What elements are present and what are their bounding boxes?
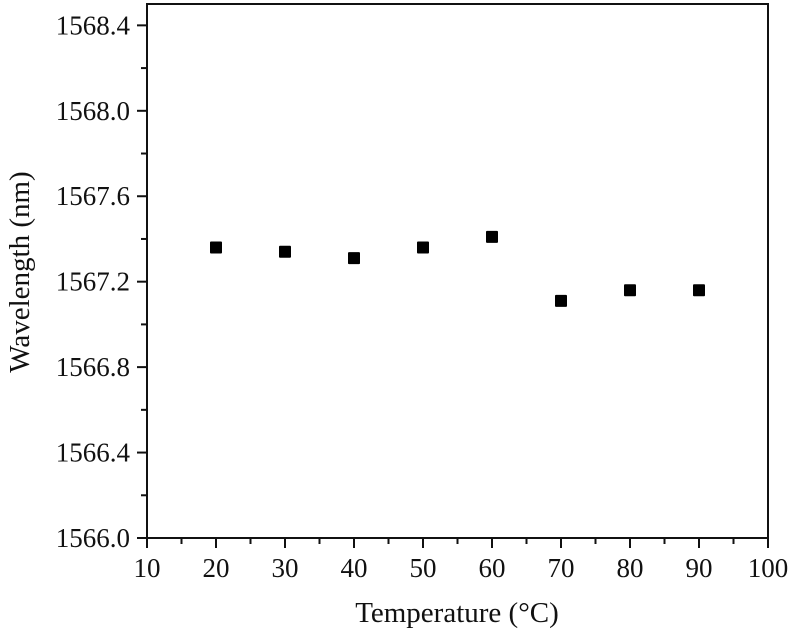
x-tick-label: 80 bbox=[617, 553, 644, 583]
plot-frame bbox=[146, 3, 769, 539]
data-point-square bbox=[624, 284, 636, 297]
x-tick-label: 70 bbox=[548, 553, 575, 583]
x-tick-label: 30 bbox=[272, 553, 299, 583]
x-axis-ticks: 10 20 30 40 50 60 70 80 90 100 bbox=[134, 538, 789, 583]
data-point-square bbox=[279, 245, 291, 258]
y-tick-label: 1566.0 bbox=[56, 523, 130, 553]
x-tick-label: 10 bbox=[134, 553, 161, 583]
x-tick-label: 100 bbox=[748, 553, 789, 583]
data-points bbox=[210, 230, 705, 307]
data-point-square bbox=[417, 241, 429, 254]
y-tick-label: 1567.2 bbox=[56, 267, 130, 297]
data-point-square bbox=[693, 284, 705, 297]
data-point-square bbox=[486, 230, 498, 243]
y-tick-label: 1567.6 bbox=[56, 181, 130, 211]
data-point-square bbox=[348, 252, 360, 265]
plot-border bbox=[146, 3, 769, 539]
data-point-square bbox=[555, 294, 567, 307]
y-tick-label: 1568.0 bbox=[56, 96, 130, 126]
y-tick-label: 1566.4 bbox=[56, 438, 131, 468]
y-axis-ticks: 1566.0 1566.4 1566.8 1567.2 1567.6 1568.0 1568… bbox=[56, 10, 147, 553]
y-tick-label: 1566.8 bbox=[56, 352, 130, 382]
x-tick-label: 20 bbox=[203, 553, 230, 583]
y-tick-label: 1568.4 bbox=[56, 10, 131, 40]
y-axis-title: Wavelength (nm) bbox=[4, 171, 36, 372]
x-tick-label: 90 bbox=[686, 553, 713, 583]
x-axis-title: Temperature (°C) bbox=[355, 597, 559, 629]
data-point-square bbox=[210, 241, 222, 254]
x-tick-label: 40 bbox=[341, 553, 368, 583]
x-tick-label: 60 bbox=[479, 553, 506, 583]
x-tick-label: 50 bbox=[410, 553, 437, 583]
